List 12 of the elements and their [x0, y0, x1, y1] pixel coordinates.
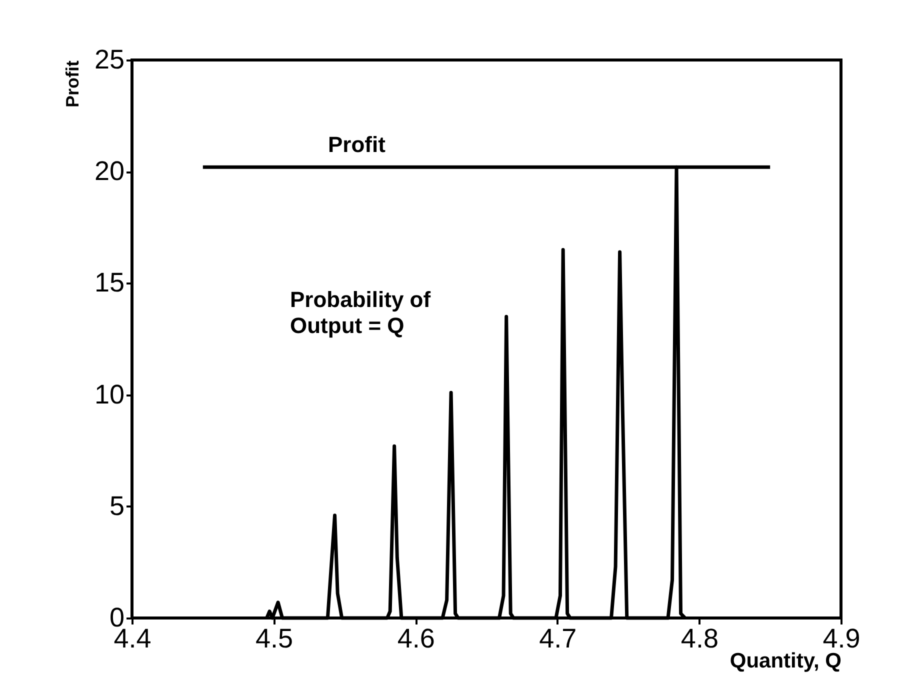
y-axis-title: Profit — [62, 60, 82, 108]
annotation: Profit — [328, 132, 386, 157]
y-tick-label: 20 — [94, 156, 124, 186]
x-tick-label: 4.6 — [397, 624, 435, 654]
y-tick-label: 5 — [109, 490, 124, 521]
y-tick-label: 15 — [94, 268, 124, 298]
x-tick-label: 4.8 — [680, 624, 718, 654]
x-tick-label: 4.7 — [539, 624, 577, 654]
y-tick-label: 25 — [94, 44, 124, 74]
x-tick-label: 4.5 — [256, 624, 294, 654]
y-tick-label: 10 — [94, 379, 124, 410]
annotation: Probability of Output = Q — [290, 287, 432, 338]
